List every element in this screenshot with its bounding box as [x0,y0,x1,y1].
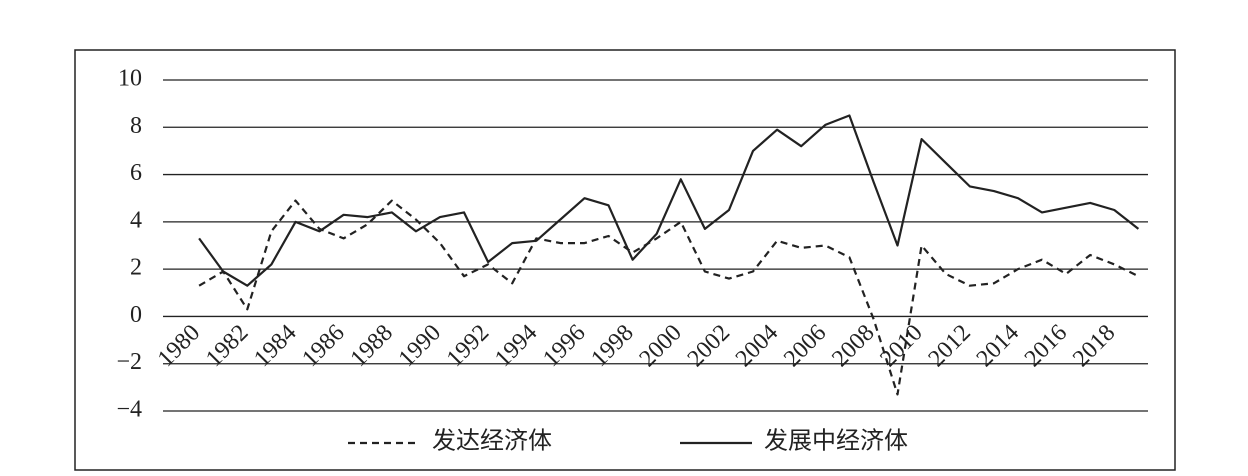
y-tick-label: −4 [116,397,142,423]
y-tick-label: 2 [130,255,142,281]
series-line [198,114,1140,287]
legend-label: 发展中经济体 [764,428,908,455]
legend-label: 发达经济体 [432,428,552,455]
y-tick-label: 10 [118,66,142,92]
y-tick-label: 0 [130,302,142,328]
y-tick-label: 4 [130,207,142,233]
y-tick-label: 8 [130,113,142,139]
chart-frame [74,49,1176,471]
series-line [198,199,1139,396]
y-tick-label: 6 [130,160,142,186]
y-tick-label: −2 [116,349,142,375]
